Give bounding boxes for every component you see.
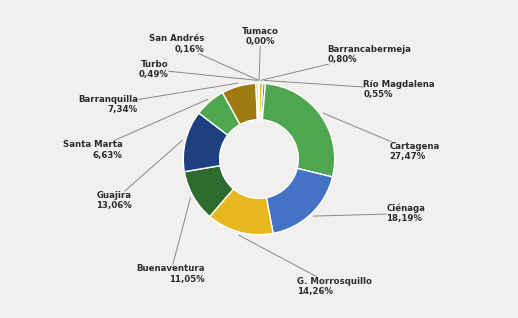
Wedge shape (266, 168, 333, 233)
Text: San Andrés
0,16%: San Andrés 0,16% (149, 34, 258, 80)
Text: Barrancabermeja
0,80%: Barrancabermeja 0,80% (261, 45, 411, 80)
Wedge shape (259, 83, 263, 120)
Wedge shape (256, 83, 258, 120)
Text: G. Morrosquillo
14,26%: G. Morrosquillo 14,26% (239, 235, 372, 296)
Wedge shape (199, 93, 240, 135)
Wedge shape (183, 113, 228, 172)
Text: Ciénaga
18,19%: Ciénaga 18,19% (313, 204, 425, 224)
Wedge shape (261, 83, 265, 120)
Text: Santa Marta
6,63%: Santa Marta 6,63% (63, 99, 208, 160)
Wedge shape (258, 83, 259, 120)
Text: Tumaco
0,00%: Tumaco 0,00% (242, 27, 279, 80)
Text: Buenaventura
11,05%: Buenaventura 11,05% (136, 198, 205, 284)
Text: Río Magdalena
0,55%: Río Magdalena 0,55% (264, 80, 435, 99)
Wedge shape (262, 84, 335, 177)
Wedge shape (223, 83, 257, 124)
Text: Barranquilla
7,34%: Barranquilla 7,34% (78, 83, 238, 114)
Text: Turbo
0,49%: Turbo 0,49% (138, 60, 257, 80)
Text: Cartagena
27,47%: Cartagena 27,47% (323, 113, 439, 161)
Wedge shape (184, 166, 234, 217)
Wedge shape (210, 189, 273, 235)
Text: Guajira
13,06%: Guajira 13,06% (96, 140, 182, 210)
